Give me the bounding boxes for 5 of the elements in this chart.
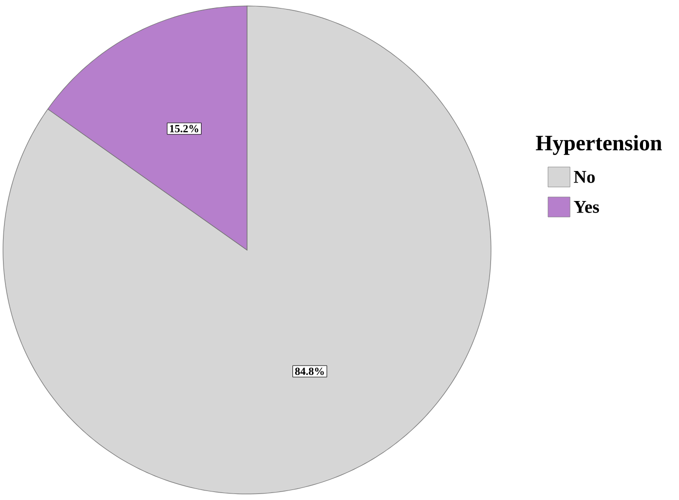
data-label: 15.2% — [170, 124, 198, 132]
data-label: 84.8% — [295, 368, 324, 376]
legend-title: Hypertension — [536, 135, 662, 155]
legend-label: Yes — [574, 201, 600, 213]
slice-label: No — [574, 171, 595, 183]
